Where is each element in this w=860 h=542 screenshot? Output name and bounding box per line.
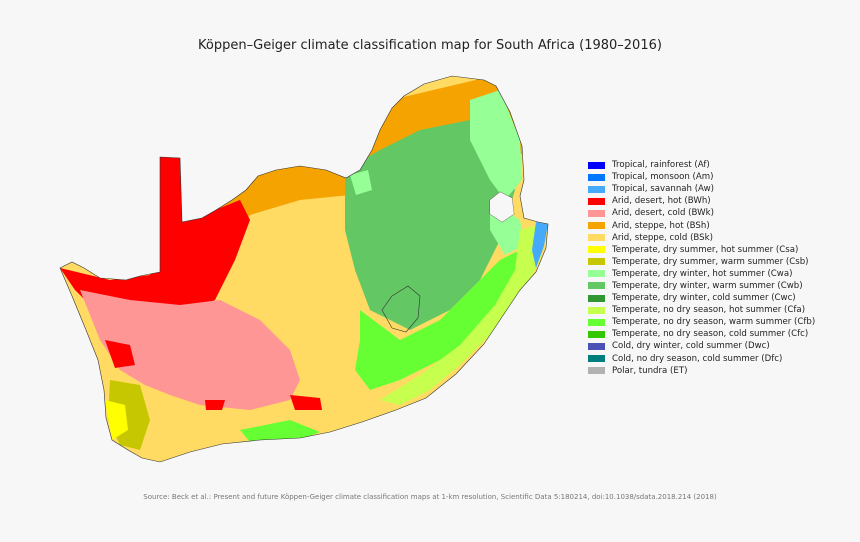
zone-bwk [80, 290, 300, 410]
legend-label: Temperate, dry winter, warm summer (Cwb) [612, 280, 803, 291]
zone-aw [532, 222, 548, 268]
legend-item: Temperate, no dry season, cold summer (C… [588, 328, 815, 340]
legend-label: Arid, steppe, cold (BSk) [612, 232, 713, 243]
legend-swatch [588, 282, 605, 290]
eswatini-hole [490, 192, 514, 222]
legend-item: Tropical, rainforest (Af) [588, 159, 815, 171]
legend-label: Arid, steppe, hot (BSh) [612, 220, 710, 231]
zone-bwh-pocket-2 [290, 395, 322, 410]
legend-item: Tropical, monsoon (Am) [588, 171, 815, 183]
legend-item: Cold, no dry season, cold summer (Dfc) [588, 353, 815, 365]
legend-swatch [588, 367, 605, 375]
legend-label: Temperate, dry summer, hot summer (Csa) [612, 244, 799, 255]
legend-swatch [588, 173, 605, 181]
legend-label: Temperate, no dry season, cold summer (C… [612, 329, 809, 340]
zone-bsh-north [180, 76, 548, 250]
legend-label: Arid, desert, cold (BWk) [612, 208, 714, 219]
legend-swatch [588, 355, 605, 363]
legend-item: Temperate, dry winter, cold summer (Cwc) [588, 292, 815, 304]
legend-swatch [588, 342, 605, 350]
legend-item: Arid, steppe, cold (BSk) [588, 232, 815, 244]
legend-swatch [588, 306, 605, 314]
legend-item: Temperate, dry winter, warm summer (Cwb) [588, 280, 815, 292]
legend-swatch [588, 234, 605, 242]
legend-label: Polar, tundra (ET) [612, 365, 688, 376]
legend-label: Temperate, no dry season, warm summer (C… [612, 317, 816, 328]
legend-swatch [588, 161, 605, 169]
legend-label: Temperate, dry summer, warm summer (Csb) [612, 256, 809, 267]
legend-item: Temperate, dry summer, hot summer (Csa) [588, 244, 815, 256]
legend-item: Polar, tundra (ET) [588, 365, 815, 377]
legend-item: Cold, dry winter, cold summer (Dwc) [588, 340, 815, 352]
zone-cfa [380, 222, 548, 405]
zone-csa [105, 400, 128, 440]
legend-swatch [588, 270, 605, 278]
legend-label: Arid, desert, hot (BWh) [612, 196, 711, 207]
source-note: Source: Beck et al.: Present and future … [143, 493, 717, 501]
zone-bwh-pocket [105, 340, 135, 368]
legend-swatch [588, 197, 605, 205]
legend-swatch [588, 246, 605, 254]
zone-bwh-pocket-3 [205, 400, 225, 410]
legend-swatch [588, 209, 605, 217]
climate-zones [60, 76, 548, 462]
legend-swatch [588, 185, 605, 193]
legend-label: Tropical, rainforest (Af) [612, 160, 710, 171]
legend-swatch [588, 330, 605, 338]
legend: Tropical, rainforest (Af) Tropical, monso… [588, 159, 815, 377]
legend-item: Temperate, no dry season, hot summer (Cf… [588, 304, 815, 316]
legend-label: Temperate, no dry season, hot summer (Cf… [612, 305, 806, 316]
legend-item: Arid, desert, hot (BWh) [588, 195, 815, 207]
zone-cfb-south [240, 420, 320, 442]
legend-swatch [588, 318, 605, 326]
legend-label: Temperate, dry winter, cold summer (Cwc) [612, 293, 796, 304]
zone-cwa [470, 90, 522, 200]
legend-label: Tropical, monsoon (Am) [612, 172, 714, 183]
zone-cfb [355, 250, 520, 390]
legend-item: Temperate, no dry season, warm summer (C… [588, 316, 815, 328]
legend-label: Cold, dry winter, cold summer (Dwc) [612, 341, 770, 352]
legend-item: Temperate, dry winter, hot summer (Cwa) [588, 268, 815, 280]
zone-cwb [345, 120, 515, 330]
legend-item: Tropical, savannah (Aw) [588, 183, 815, 195]
legend-swatch [588, 294, 605, 302]
legend-item: Arid, desert, cold (BWk) [588, 207, 815, 219]
zone-cwa-3 [350, 170, 372, 195]
legend-label: Temperate, dry winter, hot summer (Cwa) [612, 268, 793, 279]
legend-swatch [588, 222, 605, 230]
legend-item: Arid, steppe, hot (BSh) [588, 219, 815, 231]
legend-label: Cold, no dry season, cold summer (Dfc) [612, 353, 783, 364]
legend-item: Temperate, dry summer, warm summer (Csb) [588, 256, 815, 268]
legend-label: Tropical, savannah (Aw) [612, 184, 714, 195]
map-title: Köppen–Geiger climate classification map… [198, 38, 662, 53]
legend-swatch [588, 258, 605, 266]
